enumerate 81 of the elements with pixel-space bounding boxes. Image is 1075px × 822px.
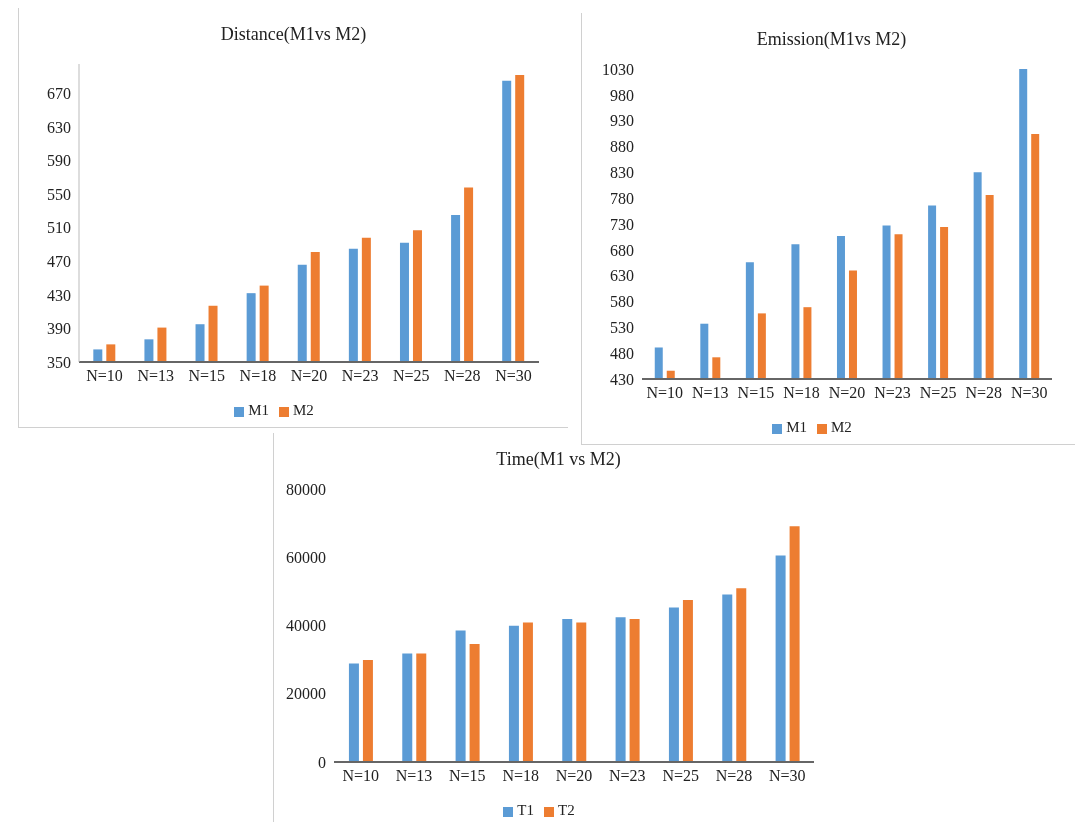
x-tick-label: N=13 xyxy=(692,384,729,402)
chart-title: Distance(M1vs M2) xyxy=(219,24,368,46)
bar xyxy=(362,659,373,762)
x-tick-label: N=13 xyxy=(137,367,174,385)
y-tick-label: 430 xyxy=(47,286,71,304)
bar xyxy=(508,625,519,762)
bar xyxy=(736,588,747,762)
y-tick-label: 630 xyxy=(47,118,71,136)
x-tick-label: N=18 xyxy=(239,367,277,385)
x-tick-label: N=20 xyxy=(555,767,593,785)
x-tick-label: N=18 xyxy=(783,384,820,402)
x-tick-label: N=23 xyxy=(609,767,646,785)
y-tick-label: 780 xyxy=(610,189,634,207)
y-tick-label: 350 xyxy=(47,353,71,371)
y-tick-label: 730 xyxy=(610,215,634,233)
y-tick-label: 670 xyxy=(47,85,71,103)
legend-label: M1 xyxy=(786,419,807,435)
y-tick-label: 40000 xyxy=(286,617,326,635)
x-tick-label: N=15 xyxy=(188,367,226,385)
bar xyxy=(455,630,466,762)
y-tick-label: 550 xyxy=(47,185,71,203)
x-tick-label: N=23 xyxy=(341,367,379,385)
x-tick-label: N=25 xyxy=(392,367,430,385)
x-tick-label: N=15 xyxy=(449,767,486,785)
x-tick-label: N=15 xyxy=(737,384,775,402)
y-tick-label: 0 xyxy=(318,753,326,771)
bar xyxy=(469,643,480,762)
x-tick-label: N=28 xyxy=(965,384,1002,402)
bar xyxy=(682,599,693,762)
x-tick-label: N=18 xyxy=(502,767,539,785)
y-tick-label: 60000 xyxy=(286,548,326,566)
chart-title: Emission(M1vs M2) xyxy=(755,29,908,51)
x-tick-label: N=30 xyxy=(495,367,532,385)
x-tick-label: N=10 xyxy=(646,384,684,402)
y-tick-label: 1030 xyxy=(602,60,634,78)
x-tick-label: N=25 xyxy=(662,767,699,785)
bar xyxy=(615,617,626,762)
y-tick-label: 80000 xyxy=(286,480,326,498)
y-tick-label: 590 xyxy=(47,152,71,170)
bar xyxy=(348,663,359,762)
bar xyxy=(668,607,679,762)
bar xyxy=(416,653,427,762)
x-tick-label: N=20 xyxy=(828,384,866,402)
x-tick-label: N=10 xyxy=(342,767,379,785)
x-tick-label: N=28 xyxy=(715,767,753,785)
legend-label: M2 xyxy=(831,419,852,435)
y-tick-label: 510 xyxy=(47,219,71,237)
x-tick-label: N=23 xyxy=(874,384,911,402)
x-tick-label: N=30 xyxy=(1010,384,1048,402)
bar xyxy=(775,555,786,762)
legend-label: M1 xyxy=(248,402,269,418)
bar xyxy=(402,653,413,762)
bar xyxy=(522,622,533,762)
y-tick-label: 930 xyxy=(610,112,634,130)
y-tick-label: 580 xyxy=(610,293,634,311)
x-tick-label: N=20 xyxy=(290,367,328,385)
y-tick-label: 20000 xyxy=(286,685,326,703)
bar xyxy=(789,526,800,762)
y-tick-label: 530 xyxy=(610,319,634,337)
y-tick-label: 480 xyxy=(610,344,634,362)
y-tick-label: 830 xyxy=(610,164,634,182)
legend-label: T1 xyxy=(517,802,534,818)
y-tick-label: 390 xyxy=(47,320,71,338)
bar xyxy=(562,619,573,762)
x-tick-label: N=28 xyxy=(444,367,481,385)
y-tick-label: 630 xyxy=(610,267,634,285)
bar xyxy=(629,619,640,762)
y-tick-label: 880 xyxy=(610,138,634,156)
x-tick-label: N=25 xyxy=(919,384,957,402)
legend-label: T2 xyxy=(558,802,575,818)
bar xyxy=(576,622,587,762)
x-tick-label: N=10 xyxy=(86,367,123,385)
y-tick-label: 980 xyxy=(610,86,634,104)
bar xyxy=(722,594,733,762)
x-tick-label: N=30 xyxy=(769,767,806,785)
y-tick-label: 470 xyxy=(47,252,71,270)
legend-label: M2 xyxy=(293,402,314,418)
y-tick-label: 680 xyxy=(610,241,634,259)
chart-title: Time(M1 vs M2) xyxy=(495,449,622,471)
x-tick-label: N=13 xyxy=(395,767,433,785)
y-tick-label: 430 xyxy=(610,370,634,388)
